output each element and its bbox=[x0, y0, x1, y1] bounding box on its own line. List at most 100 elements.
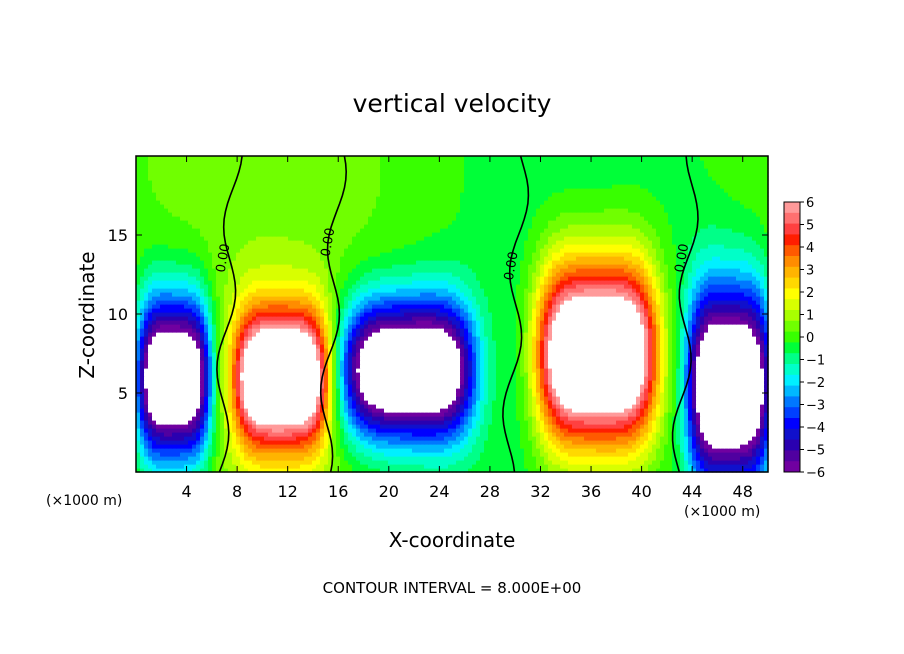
heatmap-cell bbox=[720, 452, 725, 457]
heatmap-cell bbox=[688, 388, 693, 393]
heatmap-cell bbox=[380, 344, 385, 349]
heatmap-cell bbox=[156, 432, 161, 437]
heatmap-cell bbox=[232, 464, 237, 469]
heatmap-cell bbox=[732, 460, 737, 465]
heatmap-cell bbox=[444, 384, 449, 389]
heatmap-cell bbox=[464, 360, 469, 365]
heatmap-cell bbox=[480, 452, 485, 457]
heatmap-cell bbox=[336, 448, 341, 453]
heatmap-cell bbox=[288, 376, 293, 381]
heatmap-cell bbox=[148, 440, 153, 445]
heatmap-cell bbox=[580, 440, 585, 445]
heatmap-cell bbox=[652, 364, 657, 369]
heatmap-cell bbox=[152, 344, 157, 349]
heatmap-cell bbox=[284, 408, 289, 413]
heatmap-cell bbox=[280, 388, 285, 393]
heatmap-cell bbox=[256, 368, 261, 373]
heatmap-cell bbox=[452, 436, 457, 441]
heatmap-cell bbox=[248, 356, 253, 361]
heatmap-cell bbox=[588, 368, 593, 373]
heatmap-cell bbox=[184, 368, 189, 373]
heatmap-cell bbox=[412, 448, 417, 453]
heatmap-cell bbox=[316, 420, 321, 425]
heatmap-cell bbox=[760, 384, 765, 389]
heatmap-cell bbox=[256, 380, 261, 385]
heatmap-cell bbox=[640, 404, 645, 409]
heatmap-cell bbox=[312, 432, 317, 437]
heatmap-cell bbox=[212, 464, 217, 469]
heatmap-cell bbox=[668, 444, 673, 449]
heatmap-cell bbox=[716, 404, 721, 409]
heatmap-cell bbox=[500, 380, 505, 385]
heatmap-cell bbox=[288, 384, 293, 389]
heatmap-cell bbox=[260, 412, 265, 417]
heatmap-cell bbox=[696, 412, 701, 417]
heatmap-cell bbox=[144, 408, 149, 413]
heatmap-cell bbox=[344, 468, 349, 473]
heatmap-cell bbox=[576, 428, 581, 433]
heatmap-cell bbox=[416, 384, 421, 389]
heatmap-cell bbox=[408, 380, 413, 385]
heatmap-cell bbox=[712, 440, 717, 445]
heatmap-cell bbox=[260, 464, 265, 469]
heatmap-cell bbox=[548, 436, 553, 441]
heatmap-cell bbox=[740, 364, 745, 369]
heatmap-cell bbox=[748, 380, 753, 385]
heatmap-cell bbox=[488, 348, 493, 353]
heatmap-cell bbox=[172, 380, 177, 385]
heatmap-cell bbox=[628, 444, 633, 449]
heatmap-cell bbox=[596, 464, 601, 469]
heatmap-cell bbox=[392, 408, 397, 413]
heatmap-cell bbox=[528, 424, 533, 429]
heatmap-cell bbox=[644, 380, 649, 385]
heatmap-cell bbox=[336, 456, 341, 461]
heatmap-cell bbox=[500, 400, 505, 405]
heatmap-cell bbox=[380, 428, 385, 433]
heatmap-cell bbox=[392, 392, 397, 397]
heatmap-cell bbox=[640, 372, 645, 377]
heatmap-cell bbox=[596, 380, 601, 385]
heatmap-cell bbox=[416, 400, 421, 405]
heatmap-cell bbox=[320, 356, 325, 361]
heatmap-cell bbox=[476, 392, 481, 397]
heatmap-cell bbox=[144, 464, 149, 469]
heatmap-cell bbox=[624, 452, 629, 457]
heatmap-cell bbox=[448, 380, 453, 385]
heatmap-cell bbox=[532, 460, 537, 465]
heatmap-cell bbox=[172, 464, 177, 469]
heatmap-cell bbox=[664, 412, 669, 417]
heatmap-cell bbox=[496, 412, 501, 417]
heatmap-cell bbox=[556, 384, 561, 389]
heatmap-cell bbox=[260, 380, 265, 385]
heatmap-cell bbox=[508, 364, 513, 369]
heatmap-cell bbox=[652, 388, 657, 393]
heatmap-cell bbox=[592, 348, 597, 353]
heatmap-cell bbox=[556, 396, 561, 401]
heatmap-cell bbox=[484, 368, 489, 373]
heatmap-cell bbox=[680, 388, 685, 393]
heatmap-cell bbox=[436, 424, 441, 429]
heatmap-cell bbox=[272, 436, 277, 441]
heatmap-cell bbox=[340, 456, 345, 461]
heatmap-cell bbox=[636, 404, 641, 409]
heatmap-cell bbox=[728, 444, 733, 449]
heatmap-cell bbox=[640, 396, 645, 401]
heatmap-cell bbox=[192, 456, 197, 461]
heatmap-cell bbox=[644, 460, 649, 465]
heatmap-cell bbox=[756, 428, 761, 433]
heatmap-cell bbox=[720, 388, 725, 393]
heatmap-cell bbox=[208, 436, 213, 441]
heatmap-cell bbox=[564, 368, 569, 373]
heatmap-cell bbox=[468, 348, 473, 353]
heatmap-cell bbox=[248, 408, 253, 413]
heatmap-cell bbox=[504, 376, 509, 381]
heatmap-cell bbox=[672, 468, 677, 473]
heatmap-cell bbox=[468, 384, 473, 389]
heatmap-cell bbox=[284, 348, 289, 353]
heatmap-cell bbox=[432, 364, 437, 369]
heatmap-cell bbox=[400, 380, 405, 385]
heatmap-cell bbox=[248, 364, 253, 369]
heatmap-cell bbox=[444, 356, 449, 361]
heatmap-cell bbox=[152, 380, 157, 385]
heatmap-cell bbox=[364, 432, 369, 437]
